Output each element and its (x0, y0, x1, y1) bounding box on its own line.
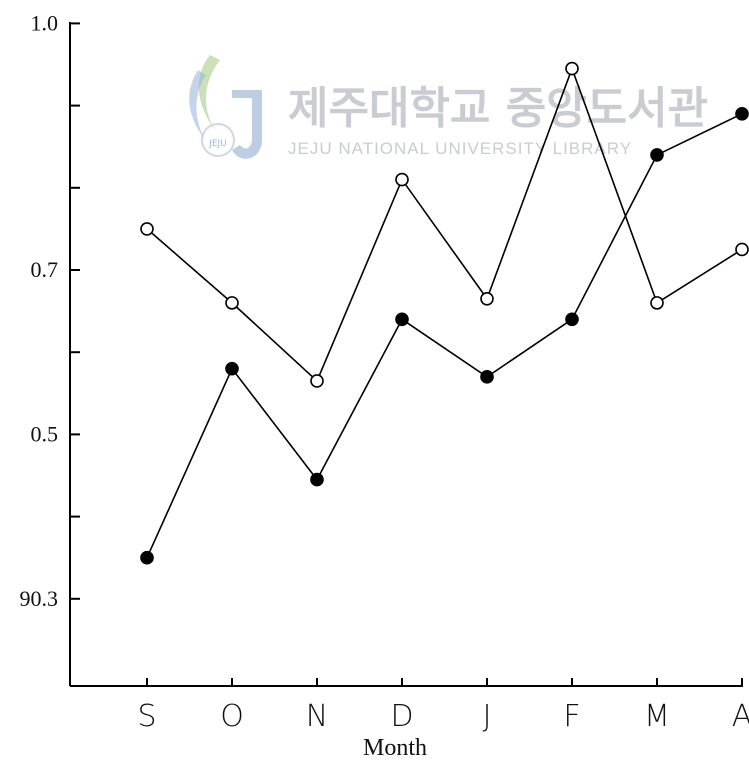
data-point-open (225, 296, 239, 310)
watermark-korean-text: 제주대학교 중앙도서관 (288, 83, 708, 134)
x-tick-label: F (563, 699, 580, 734)
y-tick-label: 0.7 (31, 257, 59, 282)
x-axis-title: Month (363, 735, 427, 761)
data-point-filled (225, 361, 239, 376)
series-layer (140, 61, 749, 565)
series-line (146, 66, 743, 383)
library-watermark: JEJU 제주대학교 중앙도서관 JEJU NATIONAL UNIVERSIT… (189, 55, 708, 159)
data-point-filled (395, 312, 409, 327)
x-tick-label: D (390, 699, 413, 734)
y-tick-label: 0.5 (31, 421, 59, 446)
x-tick-label: S (137, 699, 156, 734)
x-tick-label: J (483, 699, 492, 734)
data-point-filled (140, 550, 154, 565)
data-point-filled (565, 312, 579, 327)
series-2 (140, 107, 749, 565)
data-point-open (395, 172, 409, 187)
x-tick-label: O (220, 699, 244, 734)
x-axis-ticks (146, 678, 743, 686)
x-tick-label: A (732, 699, 749, 734)
data-point-filled (480, 370, 494, 384)
x-tick-label: N (306, 699, 328, 734)
data-point-open (565, 61, 579, 76)
y-axis-ticks (70, 22, 80, 600)
data-point-filled (735, 107, 749, 121)
data-point-open (480, 291, 494, 306)
data-point-open (735, 242, 749, 257)
watermark-english-text: JEJU NATIONAL UNIVERSITY LIBRARY (288, 139, 632, 158)
y-tick-label: 1.0 (31, 10, 59, 35)
y-axis-tick-labels: 1.0 0.7 0.5 90.3 (20, 10, 59, 610)
x-tick-label: M (644, 699, 670, 734)
data-point-open (140, 222, 154, 236)
series-1 (140, 61, 749, 388)
data-point-filled (310, 472, 324, 487)
series-line (146, 113, 743, 559)
library-logo: JEJU (189, 55, 262, 159)
data-point-open (650, 296, 664, 310)
data-point-filled (650, 148, 664, 162)
data-point-open (310, 374, 324, 388)
logo-text: JEJU (208, 139, 227, 149)
y-tick-label: 90.3 (20, 586, 59, 611)
